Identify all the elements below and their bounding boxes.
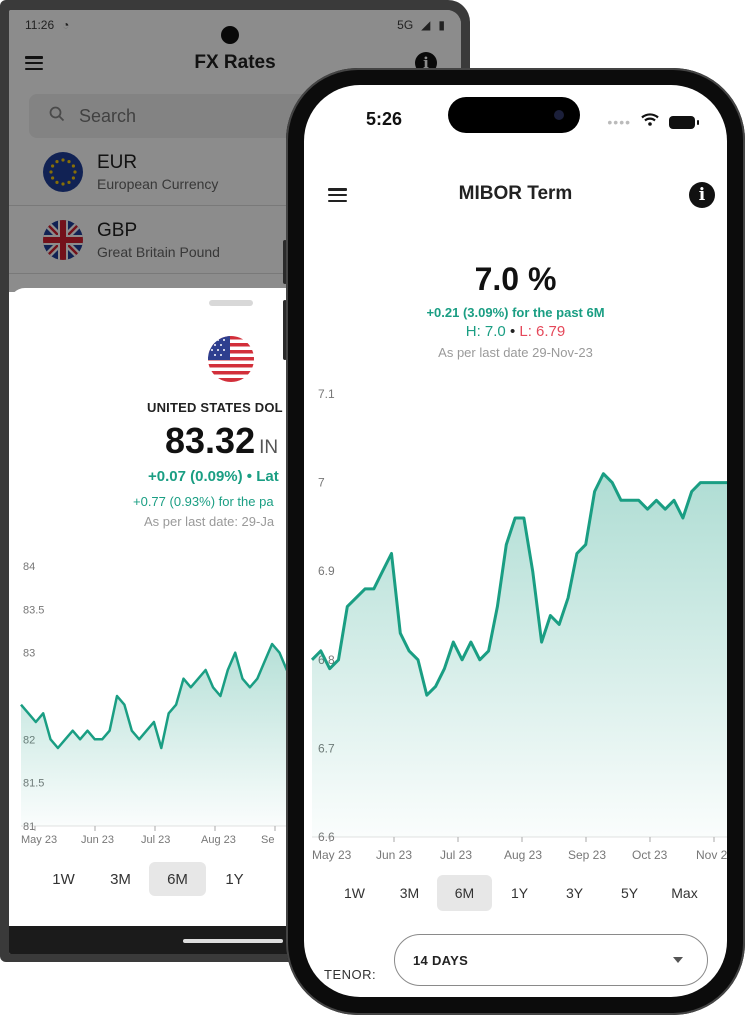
iphone-screen: 5:26 •••• MIBOR Term i 7.0 % +0.21 (3.09… bbox=[304, 85, 727, 997]
sheet-drag-handle[interactable] bbox=[209, 300, 253, 306]
android-period-selector: 1W 3M 6M 1Y 3 bbox=[35, 862, 320, 896]
iphone-period-selector: 1W 3M 6M 1Y 3Y 5Y Max bbox=[327, 875, 712, 911]
x-tick-label: Aug 23 bbox=[201, 834, 236, 846]
mibor-rate: 7.0 % bbox=[474, 261, 557, 297]
currency-code: GBP bbox=[97, 219, 138, 241]
notification-icon: ◔ bbox=[62, 18, 70, 32]
android-status-time: 11:26 bbox=[25, 18, 55, 32]
home-gesture-bar[interactable] bbox=[183, 939, 283, 943]
series-line bbox=[310, 472, 727, 697]
iphone-side-button bbox=[283, 240, 287, 284]
currency-name: Great Britain Pound bbox=[97, 243, 220, 260]
tenor-selected-value: 14 DAYS bbox=[413, 952, 469, 968]
x-tick-label: Oct 23 bbox=[632, 848, 668, 862]
search-icon bbox=[49, 106, 65, 127]
eu-flag-icon bbox=[43, 151, 83, 192]
period-max[interactable]: Max bbox=[671, 885, 698, 901]
series-area bbox=[21, 626, 309, 826]
x-tick-label: Aug 23 bbox=[504, 848, 542, 862]
front-camera bbox=[221, 26, 239, 44]
currency-full-name: UNITED STATES DOL bbox=[147, 400, 283, 415]
rate-change-period: +0.21 (3.09%) for the past 6M bbox=[426, 305, 605, 320]
rate-change-period: +0.77 (0.93%) for the pa bbox=[133, 494, 274, 509]
iphone-status-time: 5:26 bbox=[366, 109, 403, 129]
currency-item-gbp[interactable]: GBP Great Britain Pound bbox=[9, 206, 461, 274]
high-low: H: 7.0 • L: 6.79 bbox=[304, 323, 727, 340]
tenor-label: TENOR: bbox=[324, 967, 377, 982]
x-tick-label: Jun 23 bbox=[81, 834, 114, 846]
period-6m[interactable]: 6M bbox=[437, 875, 492, 911]
iphone-frame: 5:26 •••• MIBOR Term i 7.0 % +0.21 (3.09… bbox=[286, 68, 745, 1015]
period-3m[interactable]: 3M bbox=[399, 885, 420, 901]
dynamic-island bbox=[448, 97, 580, 133]
y-tick-label: 6.9 bbox=[318, 564, 335, 578]
rate-change: +0.07 (0.09%) • Lat bbox=[148, 468, 279, 485]
high-low-separator: • bbox=[509, 323, 516, 340]
menu-icon[interactable] bbox=[328, 188, 347, 202]
iphone-page-title: MIBOR Term bbox=[458, 183, 573, 204]
currency-code: EUR bbox=[97, 151, 138, 173]
period-1y[interactable]: 1Y bbox=[510, 885, 529, 901]
android-status-bar: 11:26 ◔ 5G ◢ ▮ bbox=[9, 10, 461, 44]
us-flag-icon bbox=[208, 336, 254, 382]
signal-icon: ◢ bbox=[421, 18, 431, 32]
battery-icon: ▮ bbox=[438, 18, 445, 32]
info-icon[interactable]: i bbox=[689, 182, 715, 208]
x-tick-label: Jul 23 bbox=[440, 848, 472, 862]
y-tick-label: 7 bbox=[318, 476, 325, 490]
menu-icon[interactable] bbox=[25, 56, 43, 70]
period-5y[interactable]: 5Y bbox=[620, 885, 639, 901]
iphone-status-icons: •••• bbox=[607, 113, 699, 131]
wifi-icon bbox=[641, 113, 659, 131]
as-per-date: As per last date 29-Nov-23 bbox=[438, 345, 593, 360]
series-area bbox=[312, 473, 727, 837]
period-1w[interactable]: 1W bbox=[344, 885, 365, 901]
chevron-down-icon bbox=[673, 957, 683, 963]
period-6m[interactable]: 6M bbox=[149, 862, 206, 896]
x-tick-label: May 23 bbox=[21, 834, 57, 846]
currency-rate: 83.32 IN bbox=[165, 420, 278, 462]
period-3m[interactable]: 3M bbox=[110, 870, 131, 888]
android-network-label: 5G bbox=[397, 18, 414, 32]
x-tick-label: Sep 23 bbox=[568, 848, 606, 862]
high-value: H: 7.0 bbox=[465, 323, 506, 340]
rate-unit: IN bbox=[259, 437, 279, 458]
x-tick-label: May 23 bbox=[312, 848, 352, 862]
search-placeholder: Search bbox=[79, 105, 137, 126]
iphone-side-button bbox=[283, 300, 287, 360]
currency-item-eur[interactable]: EUR European Currency bbox=[9, 138, 461, 206]
uk-flag-icon bbox=[43, 219, 83, 260]
currency-name: European Currency bbox=[97, 175, 219, 192]
y-tick-label: 83 bbox=[23, 648, 35, 660]
x-tick-label: Nov 23 bbox=[696, 848, 727, 862]
x-tick-label: Se bbox=[261, 834, 274, 846]
low-value: L: 6.79 bbox=[519, 323, 566, 340]
iphone-app-bar: MIBOR Term i bbox=[304, 175, 727, 215]
tenor-dropdown[interactable]: 14 DAYS bbox=[394, 934, 708, 986]
series-line bbox=[20, 625, 309, 750]
as-per-date: As per last date: 29-Ja bbox=[144, 514, 275, 529]
y-tick-label: 7.1 bbox=[318, 387, 335, 401]
android-page-title: FX Rates bbox=[194, 52, 276, 73]
battery-icon bbox=[669, 115, 699, 129]
y-tick-label: 83.5 bbox=[23, 604, 44, 616]
rate-value: 83.32 bbox=[165, 420, 256, 461]
period-1y[interactable]: 1Y bbox=[225, 870, 244, 888]
y-tick-label: 84 bbox=[23, 561, 35, 573]
x-tick-label: Jun 23 bbox=[376, 848, 412, 862]
period-1w[interactable]: 1W bbox=[52, 870, 75, 888]
x-tick-label: Jul 23 bbox=[141, 834, 170, 846]
period-3y[interactable]: 3Y bbox=[565, 885, 584, 901]
signal-dots-icon: •••• bbox=[607, 114, 631, 130]
